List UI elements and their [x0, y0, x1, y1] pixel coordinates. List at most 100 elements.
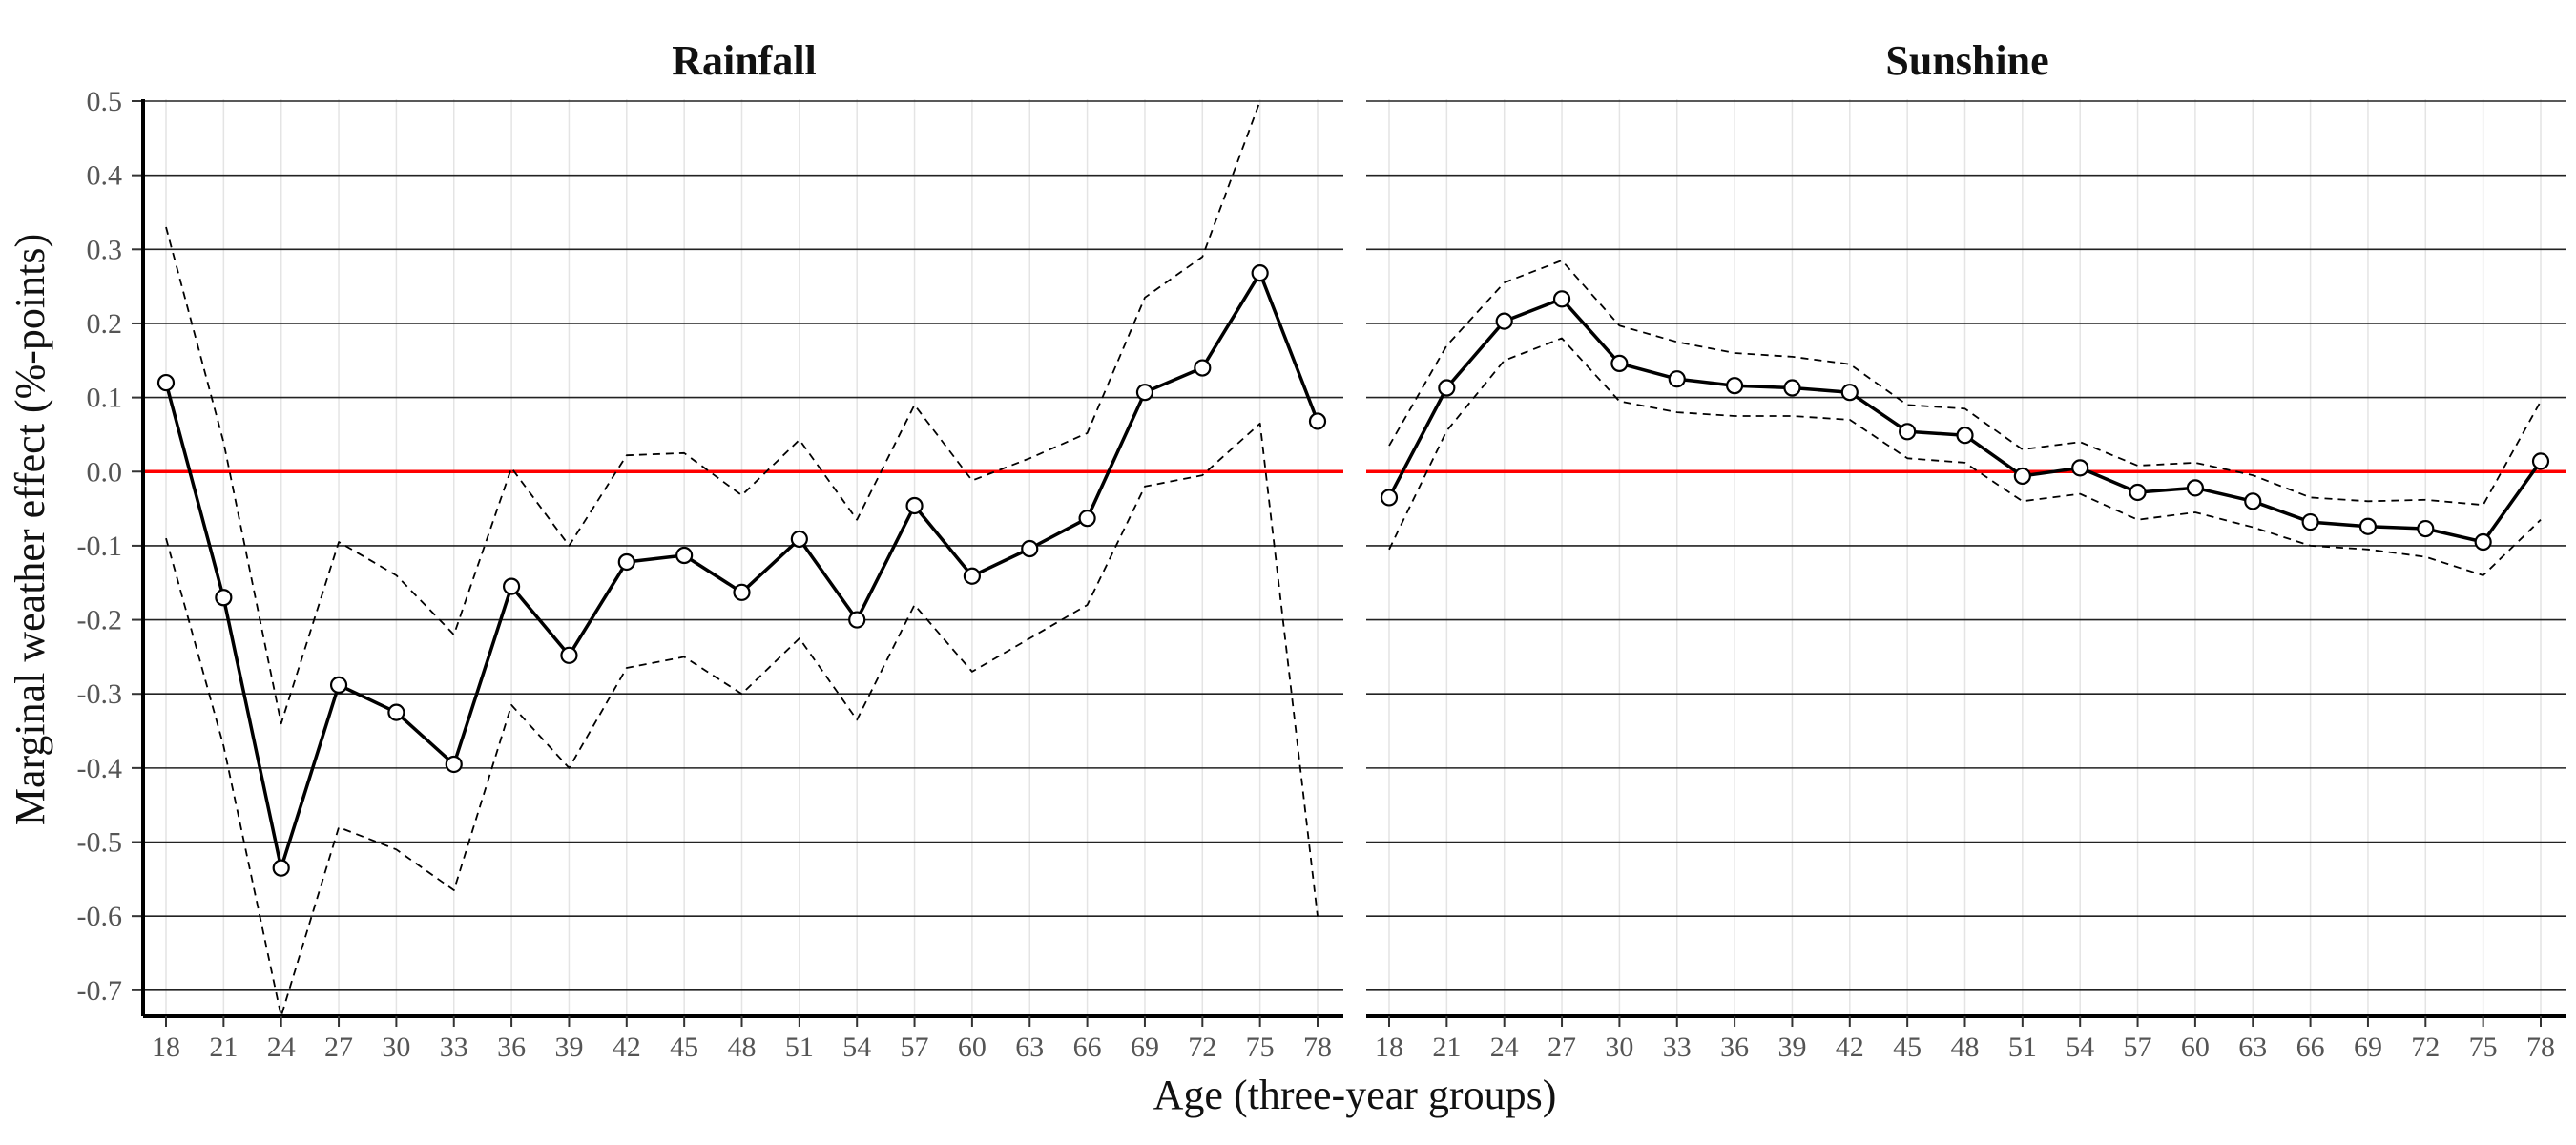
- data-point: [387, 703, 405, 721]
- y-tick-label: -0.4: [77, 753, 123, 784]
- x-tick-label: 21: [209, 1031, 238, 1063]
- x-tick-label: 57: [2124, 1031, 2152, 1063]
- x-tick-label: 18: [152, 1031, 180, 1063]
- data-point: [2417, 519, 2435, 538]
- data-point: [1438, 379, 1456, 397]
- x-tick-label: 30: [382, 1031, 410, 1063]
- x-tick-label: 42: [613, 1031, 641, 1063]
- data-point: [2531, 452, 2550, 470]
- y-axis-title: Marginal weather effect (%-points): [7, 234, 53, 825]
- x-tick-label: 36: [497, 1031, 526, 1063]
- y-tick-label: 0.4: [87, 160, 123, 192]
- y-axis: 0.5 0.4 0.3 0.2 0.1 0.0 -0.1 -0.2 -0.3 -0.4 -0.5 -0…: [77, 86, 145, 1016]
- x-tick-label: 69: [1131, 1031, 1159, 1063]
- data-point: [1021, 539, 1039, 558]
- x-tick-label: 42: [1836, 1031, 1864, 1063]
- panel-title-sunshine: Sunshine: [1885, 37, 2048, 84]
- data-point: [675, 546, 694, 565]
- x-tick-label: 72: [2411, 1031, 2440, 1063]
- data-point: [1251, 264, 1269, 282]
- y-tick-label: -0.7: [77, 975, 123, 1007]
- x-tick-label: 24: [267, 1031, 296, 1063]
- data-point: [502, 577, 521, 595]
- data-point: [2474, 532, 2492, 552]
- x-tick-label: 63: [1015, 1031, 1044, 1063]
- data-point: [2013, 467, 2031, 486]
- data-point: [963, 567, 982, 585]
- x-tick-label: 69: [2354, 1031, 2382, 1063]
- x-tick-label: 21: [1432, 1031, 1461, 1063]
- data-point: [272, 859, 290, 877]
- x-tick-label: 18: [1375, 1031, 1403, 1063]
- x-tick-label: 39: [554, 1031, 583, 1063]
- data-point: [1840, 384, 1859, 402]
- x-tick-label: 78: [1303, 1031, 1332, 1063]
- y-tick-label: 0.3: [87, 234, 123, 265]
- x-tick-label: 36: [1720, 1031, 1749, 1063]
- x-tick-label: 60: [958, 1031, 987, 1063]
- data-point: [215, 589, 233, 607]
- series-line-upper-ci: [1388, 260, 2542, 507]
- data-point: [1552, 290, 1571, 308]
- x-tick-label: 54: [842, 1031, 871, 1063]
- x-tick-label: 33: [440, 1031, 468, 1063]
- data-point: [1956, 427, 1974, 445]
- x-tick-label: 54: [2066, 1031, 2094, 1063]
- data-point: [1380, 489, 1399, 507]
- data-point: [445, 755, 463, 774]
- panel-title-rainfall: Rainfall: [672, 37, 817, 84]
- data-point: [1078, 510, 1096, 528]
- x-tick-label: 27: [324, 1031, 353, 1063]
- y-tick-label: 0.5: [87, 86, 123, 117]
- data-point: [2129, 483, 2147, 502]
- x-tick-label: 48: [1951, 1031, 1980, 1063]
- x-tick-label: 30: [1605, 1031, 1633, 1063]
- data-point: [790, 530, 808, 549]
- x-tick-label: 45: [670, 1031, 698, 1063]
- panel-rainfall: Rainfall 18 21 24 27 30 33 36 39 42 45 48 51 54 57 60 6…: [143, 37, 1343, 1063]
- data-point: [617, 552, 635, 572]
- x-tick-label: 24: [1490, 1031, 1519, 1063]
- data-point: [1899, 423, 1917, 441]
- x-tick-label: 72: [1188, 1031, 1216, 1063]
- x-tick-label: 60: [2181, 1031, 2210, 1063]
- data-point: [848, 611, 866, 629]
- y-tick-label: 0.2: [87, 308, 123, 340]
- x-tick-label: 48: [728, 1031, 757, 1063]
- x-axis-title: Age (three-year groups): [1153, 1072, 1557, 1118]
- series-line-lower-ci: [165, 422, 1319, 1016]
- data-point: [1495, 312, 1513, 330]
- series-line-upper-ci: [165, 100, 1261, 725]
- x-tick-label: 75: [1246, 1031, 1275, 1063]
- y-tick-label: -0.1: [77, 531, 123, 562]
- series-line-lower-ci: [1388, 337, 2542, 576]
- data-point: [733, 583, 751, 601]
- data-point: [2186, 479, 2204, 497]
- y-tick-label: -0.3: [77, 678, 123, 710]
- panel-sunshine: Sunshine 18 21 24 27 30 33 36 39 42 45 48 51 54 57 60 6…: [1366, 37, 2566, 1063]
- y-tick-label: -0.6: [77, 901, 123, 932]
- x-tick-label: 45: [1893, 1031, 1922, 1063]
- x-tick-label: 27: [1548, 1031, 1576, 1063]
- y-tick-label: 0.1: [87, 383, 123, 414]
- data-point: [2358, 517, 2378, 535]
- data-point: [156, 373, 176, 392]
- data-point: [560, 646, 578, 664]
- x-tick-label: 57: [901, 1031, 929, 1063]
- x-tick-label: 33: [1663, 1031, 1692, 1063]
- x-tick-label: 66: [1073, 1031, 1102, 1063]
- y-tick-label: -0.5: [77, 827, 123, 859]
- x-tick-label: 39: [1777, 1031, 1806, 1063]
- data-point: [1783, 379, 1801, 397]
- data-point: [2301, 512, 2319, 531]
- data-point: [1194, 359, 1212, 377]
- data-point: [1135, 384, 1154, 402]
- x-tick-label: 75: [2469, 1031, 2498, 1063]
- data-point: [905, 496, 924, 515]
- x-tick-label: 51: [785, 1031, 814, 1063]
- x-tick-label: 51: [2008, 1031, 2037, 1063]
- data-point: [329, 676, 348, 694]
- x-tick-label: 66: [2296, 1031, 2325, 1063]
- y-tick-label: 0.0: [87, 456, 123, 488]
